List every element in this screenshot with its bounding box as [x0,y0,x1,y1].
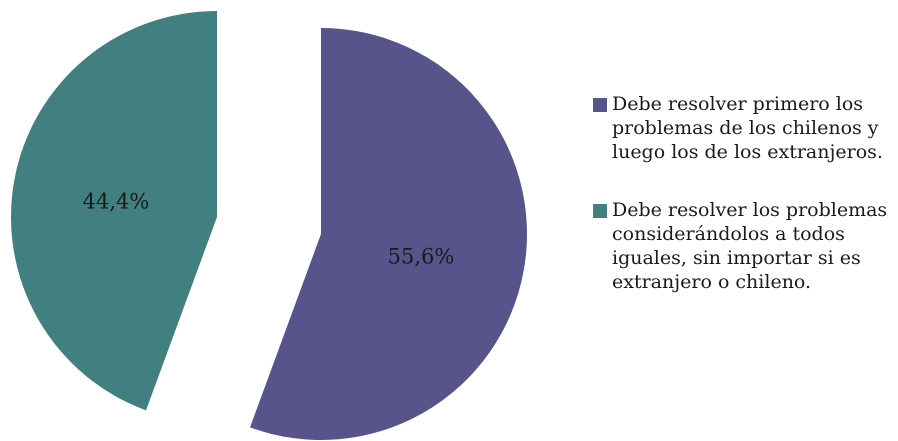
legend-label-todos-iguales: Debe resolver los problemas considerándo… [612,199,888,293]
legend-swatch-primero-chilenos [593,98,607,112]
legend-label-primero-chilenos: Debe resolver primero los problemas de l… [612,93,883,163]
data-label-todos-iguales: 44,4% [83,190,150,214]
legend-item-todos-iguales: Debe resolver los problemas considerándo… [591,198,891,294]
legend-swatch-todos-iguales [593,204,607,218]
pie-slice-primero-chilenos [250,28,527,440]
pie-slice-todos-iguales [10,10,217,411]
legend-item-primero-chilenos: Debe resolver primero los problemas de l… [591,92,891,164]
chart-legend: Debe resolver primero los problemas de l… [591,92,891,294]
data-label-primero-chilenos: 55,6% [388,245,455,269]
